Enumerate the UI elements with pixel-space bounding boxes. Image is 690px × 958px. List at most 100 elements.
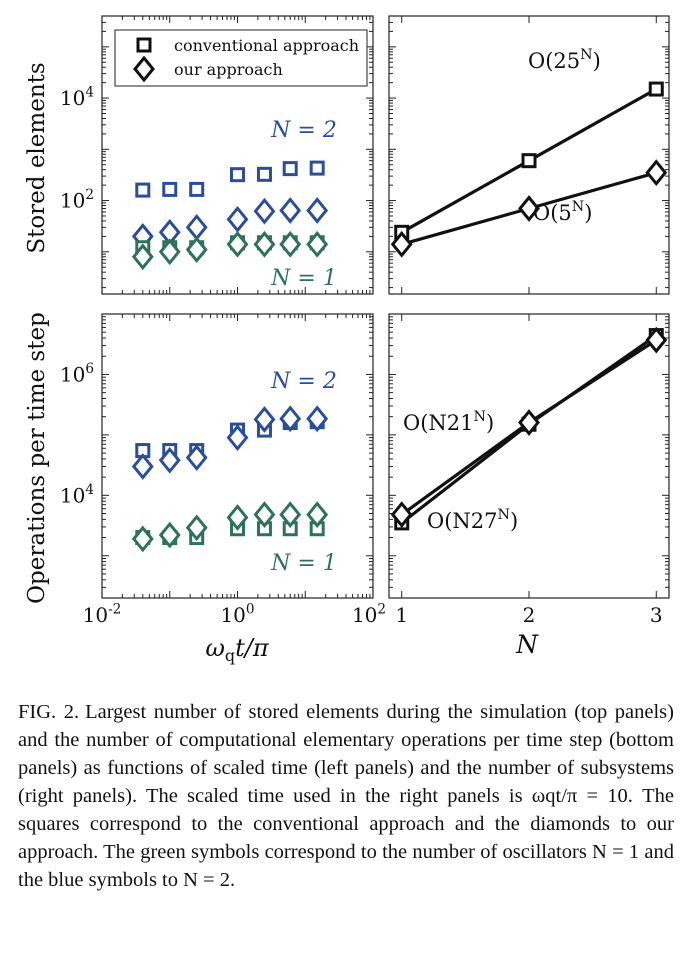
point-diamond-top-left	[253, 230, 276, 258]
legend-box	[114, 29, 368, 87]
annotation-scaling-sup: N	[474, 409, 486, 425]
point-diamond-bottom-left	[131, 525, 154, 553]
point-diamond-top-left	[185, 213, 208, 241]
point-square-top-right	[648, 81, 664, 97]
x-tick-label: 10-2	[83, 602, 122, 627]
annotation-scaling-base: O(25	[528, 49, 580, 73]
point-square-top-left	[189, 181, 205, 197]
point-diamond-bottom-left	[253, 501, 276, 528]
point-diamond-bottom-left	[158, 446, 181, 474]
point-square-top-left	[256, 166, 272, 182]
point-diamond-top-left	[279, 230, 302, 258]
caption-label: FIG. 2.	[18, 701, 80, 723]
x-tick-label-sup: 2	[377, 602, 386, 618]
point-diamond-bottom-right	[645, 326, 668, 354]
x-tick-label: 102	[352, 602, 386, 627]
y-tick-label-sup: 4	[85, 482, 94, 498]
annotation-scaling-rest: )	[584, 201, 592, 225]
x-tick-label-base: 10	[220, 603, 245, 627]
annotation-n1: N = 1	[270, 266, 337, 291]
annotation-scaling-base: O(5	[533, 201, 572, 225]
point-square-top-left	[230, 167, 245, 183]
point-square-top-right	[521, 153, 537, 169]
annotation-scaling-sup: N	[498, 507, 510, 523]
y-tick-label-base: 10	[60, 86, 85, 110]
point-diamond-bottom-left	[226, 504, 249, 531]
legend-diamond-marker	[133, 55, 155, 83]
point-diamond-top-left	[306, 197, 329, 224]
x-axis-label-sub: q	[225, 646, 235, 665]
y-axis-label: Stored elements	[24, 62, 50, 253]
y-tick-label-base: 10	[60, 362, 85, 386]
annotation-n2: N = 2	[270, 369, 337, 394]
y-tick-label: 104	[60, 85, 94, 110]
x-tick-label: 2	[523, 603, 536, 627]
y-tick-label-sup: 6	[85, 361, 94, 377]
legend-label: our approach	[174, 60, 283, 79]
legend-label: conventional approach	[174, 36, 359, 55]
y-tick-label: 102	[60, 187, 94, 212]
annotation-scaling: O(N21N)	[403, 409, 494, 435]
y-tick-label-base: 10	[60, 189, 85, 213]
x-axis-label: N	[515, 630, 539, 659]
annotation-scaling: O(25N)	[528, 47, 601, 73]
y-tick-label-sup: 2	[85, 187, 94, 203]
figure-caption: FIG. 2. Largest number of stored elements…	[18, 698, 674, 894]
annotation-scaling-rest: )	[593, 49, 601, 73]
axes-layer	[101, 15, 670, 599]
y-tick-label: 104	[60, 482, 94, 507]
y-tick-label: 106	[60, 361, 94, 386]
point-diamond-top-right	[390, 230, 413, 258]
annotation-scaling-base: O(N27	[427, 509, 498, 533]
annotation-n2: N = 2	[270, 118, 337, 143]
point-diamond-bottom-left	[185, 444, 208, 472]
point-diamond-bottom-right	[518, 409, 540, 436]
point-square-top-left	[309, 160, 325, 176]
annotation-scaling-sup: N	[572, 199, 584, 215]
x-tick-label-sup: -2	[108, 602, 121, 618]
point-diamond-top-right	[518, 195, 540, 222]
point-diamond-top-left	[158, 238, 181, 266]
point-diamond-bottom-left	[306, 501, 329, 528]
point-diamond-bottom-left	[131, 453, 154, 480]
point-square-top-left	[282, 161, 298, 177]
caption-text: Largest number of stored elements during…	[18, 701, 674, 891]
point-diamond-bottom-left	[279, 405, 302, 433]
annotation-n1: N = 1	[270, 551, 337, 576]
x-tick-label-sup: 0	[246, 602, 255, 618]
x-axis-label: ωqt/π	[205, 634, 270, 665]
point-diamond-top-left	[306, 230, 329, 258]
point-diamond-top-left	[226, 230, 249, 258]
point-diamond-bottom-left	[279, 501, 302, 528]
point-square-top-left	[135, 182, 151, 198]
annotation-scaling-sup: N	[580, 47, 592, 63]
annotation-scaling-base: O(N21	[403, 411, 474, 435]
point-diamond-bottom-right	[390, 501, 413, 528]
point-diamond-top-left	[226, 205, 249, 233]
annotation-scaling: O(N27N)	[427, 507, 518, 533]
point-square-top-left	[162, 181, 178, 197]
y-tick-label-base: 10	[60, 483, 85, 507]
x-tick-label-base: 10	[83, 603, 108, 627]
x-tick-label: 100	[220, 602, 254, 627]
x-axis-label-omega: ω	[205, 634, 225, 662]
annotation-scaling: O(5N)	[533, 199, 592, 225]
annotation-scaling-rest: )	[510, 509, 518, 533]
point-diamond-bottom-left	[226, 424, 249, 452]
x-axis-label-rest: t/π	[235, 634, 270, 662]
y-tick-label-sup: 4	[85, 85, 94, 101]
point-diamond-bottom-left	[185, 514, 208, 542]
x-tick-label-base: 10	[352, 603, 377, 627]
point-diamond-top-left	[279, 197, 302, 224]
point-diamond-bottom-left	[253, 406, 276, 433]
annotation-scaling-rest: )	[486, 411, 494, 435]
point-diamond-bottom-left	[306, 405, 329, 433]
point-diamond-top-left	[185, 236, 208, 264]
legend-square-marker	[136, 37, 152, 53]
point-diamond-bottom-left	[158, 521, 181, 549]
marks-layer	[131, 37, 668, 553]
point-diamond-top-left	[253, 197, 276, 225]
point-diamond-top-left	[131, 243, 154, 271]
